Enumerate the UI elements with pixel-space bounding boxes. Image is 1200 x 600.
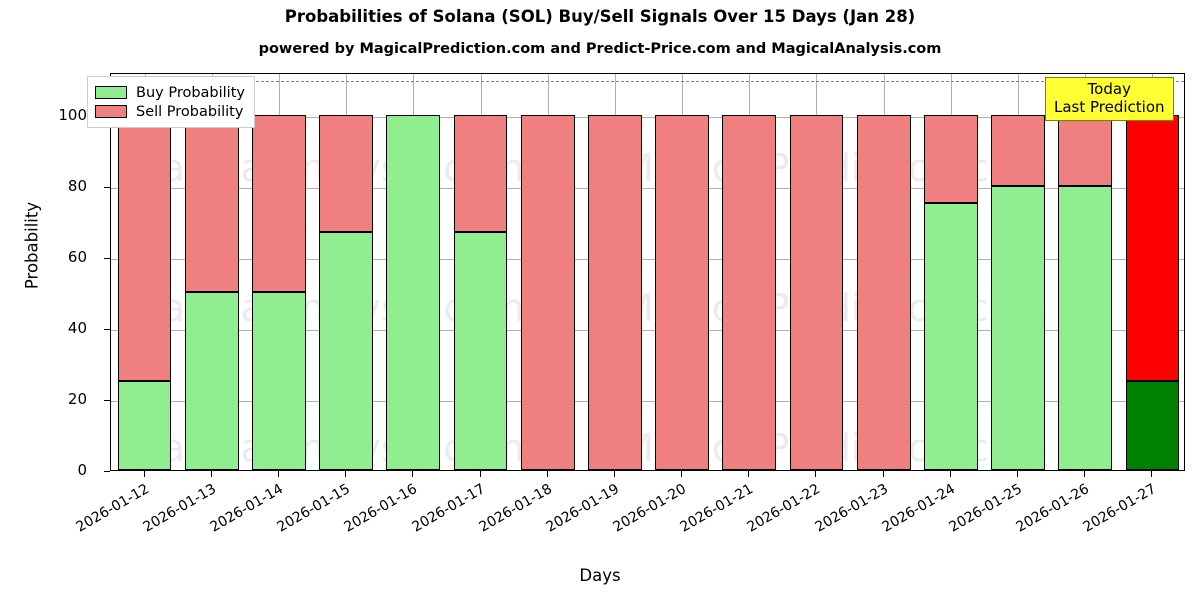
bar-segment-buy[interactable] bbox=[1125, 381, 1180, 470]
x-tick-mark bbox=[613, 471, 615, 477]
legend-item: Sell Probability bbox=[95, 102, 245, 121]
y-tick-mark bbox=[104, 186, 110, 188]
y-tick-label: 60 bbox=[67, 247, 87, 266]
bar-segment-buy[interactable] bbox=[117, 381, 172, 470]
x-tick-mark bbox=[277, 471, 279, 477]
bar-segment-sell[interactable] bbox=[789, 114, 844, 470]
bar-segment-buy[interactable] bbox=[923, 203, 978, 470]
today-annotation: Today Last Prediction bbox=[1045, 77, 1174, 122]
y-tick-mark bbox=[104, 328, 110, 330]
y-tick-label: 20 bbox=[67, 389, 87, 408]
bar-segment-sell[interactable] bbox=[1125, 114, 1180, 382]
bar-segment-buy[interactable] bbox=[1058, 185, 1113, 470]
bar-stacked[interactable] bbox=[319, 74, 374, 470]
y-tick-label: 80 bbox=[67, 176, 87, 195]
bar-stacked[interactable] bbox=[252, 74, 306, 470]
x-axis-label: Days bbox=[579, 566, 621, 585]
today-annotation-line2: Last Prediction bbox=[1054, 97, 1165, 116]
bar-segment-sell[interactable] bbox=[655, 114, 709, 470]
x-tick-mark bbox=[1084, 471, 1086, 477]
x-tick-mark bbox=[412, 471, 414, 477]
legend-color-swatch bbox=[95, 105, 127, 118]
today-annotation-line1: Today bbox=[1087, 80, 1131, 98]
gridline-horizontal bbox=[111, 258, 1184, 260]
legend-item-label: Buy Probability bbox=[136, 84, 245, 101]
x-tick-mark bbox=[815, 471, 817, 477]
x-tick-mark bbox=[143, 471, 145, 477]
bar-stacked[interactable] bbox=[1058, 74, 1113, 470]
bar-segment-sell[interactable] bbox=[588, 114, 642, 470]
bar-stacked[interactable] bbox=[117, 74, 172, 470]
y-tick-mark bbox=[104, 471, 110, 472]
bar-segment-sell[interactable] bbox=[117, 114, 172, 382]
bar-segment-buy[interactable] bbox=[453, 231, 508, 470]
bar-segment-sell[interactable] bbox=[923, 114, 978, 204]
y-axis-label: Probability bbox=[22, 201, 42, 290]
x-tick-mark bbox=[748, 471, 750, 477]
x-tick-mark bbox=[882, 471, 884, 477]
bar-stacked[interactable] bbox=[453, 74, 508, 470]
y-tick-label: 0 bbox=[77, 461, 87, 479]
bar-stacked[interactable] bbox=[184, 74, 239, 470]
legend-item-label: Sell Probability bbox=[136, 103, 244, 120]
bar-segment-buy[interactable] bbox=[991, 185, 1045, 470]
legend-item: Buy Probability bbox=[95, 83, 245, 102]
y-tick-label: 40 bbox=[67, 318, 87, 337]
chart-legend: Buy Probability Sell Probability bbox=[87, 76, 255, 128]
bar-stacked[interactable] bbox=[923, 74, 978, 470]
gridline-horizontal bbox=[111, 400, 1184, 402]
bar-segment-sell[interactable] bbox=[1058, 114, 1113, 186]
bar-segment-sell[interactable] bbox=[722, 114, 777, 470]
bar-stacked[interactable] bbox=[655, 74, 709, 470]
gridline-horizontal bbox=[111, 116, 1184, 118]
bar-stacked[interactable] bbox=[520, 74, 575, 470]
gridline-horizontal bbox=[111, 329, 1184, 331]
bar-segment-sell[interactable] bbox=[453, 114, 508, 232]
x-tick-mark bbox=[681, 471, 683, 477]
bar-segment-sell[interactable] bbox=[856, 114, 911, 470]
bar-segment-buy[interactable] bbox=[184, 292, 239, 470]
bar-segment-sell[interactable] bbox=[252, 114, 306, 293]
threshold-dashed-line bbox=[111, 81, 1184, 83]
x-tick-mark bbox=[546, 471, 548, 477]
bar-segment-sell[interactable] bbox=[184, 114, 239, 293]
bar-segment-sell[interactable] bbox=[991, 114, 1045, 186]
x-tick-mark bbox=[1017, 471, 1019, 477]
plot-area: MagicalAnalysis.comMagicalPrediction.com… bbox=[110, 73, 1185, 471]
bar-stacked[interactable] bbox=[722, 74, 777, 470]
legend-color-swatch bbox=[95, 86, 127, 99]
y-tick-mark bbox=[104, 257, 110, 259]
bar-segment-buy[interactable] bbox=[319, 231, 374, 470]
bar-stacked[interactable] bbox=[991, 74, 1045, 470]
gridline-horizontal bbox=[111, 187, 1184, 189]
bar-stacked[interactable] bbox=[856, 74, 911, 470]
bar-stacked[interactable] bbox=[588, 74, 642, 470]
x-tick-mark bbox=[479, 471, 481, 477]
bar-segment-sell[interactable] bbox=[319, 114, 374, 232]
chart-title: Probabilities of Solana (SOL) Buy/Sell S… bbox=[284, 7, 916, 26]
bar-segment-buy[interactable] bbox=[386, 114, 441, 470]
chart-subtitle: powered by MagicalPrediction.com and Pre… bbox=[258, 41, 942, 57]
x-tick-mark bbox=[210, 471, 212, 477]
x-tick-mark bbox=[1151, 471, 1153, 477]
y-tick-mark bbox=[104, 399, 110, 401]
bar-today[interactable] bbox=[1125, 74, 1180, 470]
y-tick-label: 100 bbox=[58, 105, 87, 124]
bar-segment-sell[interactable] bbox=[520, 114, 575, 470]
x-tick-mark bbox=[949, 471, 951, 477]
bar-segment-buy[interactable] bbox=[252, 292, 306, 470]
x-tick-mark bbox=[345, 471, 347, 477]
bar-stacked[interactable] bbox=[386, 74, 441, 470]
bar-stacked[interactable] bbox=[789, 74, 844, 470]
